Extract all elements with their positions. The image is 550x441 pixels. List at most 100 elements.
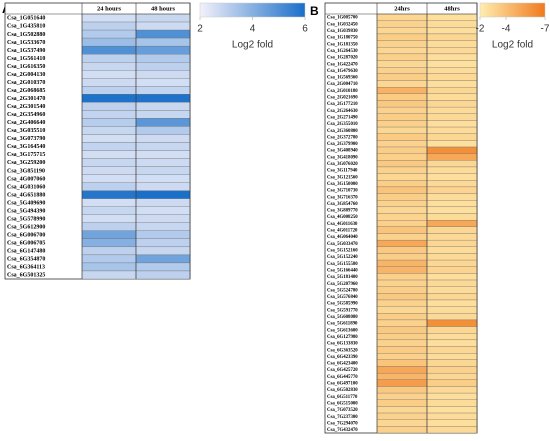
heat-cell <box>376 279 428 287</box>
row-label: Csa_5G524780 <box>327 288 358 293</box>
heat-cell <box>426 399 478 407</box>
heat-cell <box>81 45 137 55</box>
heat-cell <box>376 306 428 314</box>
heat-cell <box>376 93 428 101</box>
row-label: Csa_6G425720 <box>327 368 358 373</box>
heat-cell <box>426 226 478 234</box>
row-label: Csa_5G612900 <box>7 224 45 230</box>
heat-cell <box>135 206 191 215</box>
heat-cell <box>135 174 191 183</box>
row-label: Csa_1G181350 <box>327 42 358 47</box>
heat-cell <box>376 80 428 88</box>
heat-cell <box>376 193 428 201</box>
row-label: Csa_3G408940 <box>327 149 358 154</box>
row-label: Csa_5G494390 <box>7 208 45 214</box>
row-label: Csa_3G710730 <box>327 189 358 194</box>
heat-cell <box>376 140 428 148</box>
row-label: Csa_2G004130 <box>7 72 45 78</box>
heat-cell <box>426 259 478 267</box>
heat-cell <box>135 198 191 207</box>
row-label: Csa_1G264530 <box>327 49 358 54</box>
heat-cell <box>426 306 478 314</box>
row-label: Csa_3G418090 <box>327 155 358 160</box>
heat-cell <box>135 182 191 191</box>
heat-cell <box>135 45 191 55</box>
row-label: Csa_1G479630 <box>327 69 358 74</box>
heat-cell <box>426 87 478 94</box>
row-label: Csa_1G502880 <box>7 32 45 38</box>
heat-cell <box>376 40 428 48</box>
heat-cell <box>426 266 478 274</box>
heat-cell <box>135 13 191 23</box>
heat-cell <box>135 158 191 167</box>
heat-cell <box>376 13 428 21</box>
heat-cell <box>426 113 478 121</box>
heat-cell <box>135 238 191 248</box>
heat-cell <box>376 87 428 94</box>
heat-cell <box>81 54 137 63</box>
colorbar-tick-label: -7 <box>541 24 550 35</box>
heat-cell <box>81 174 137 183</box>
heat-cell <box>135 21 191 31</box>
heat-cell <box>426 293 478 301</box>
row-label: Csa_1G422470 <box>327 62 358 67</box>
colorbar-tick-label: 6 <box>302 24 308 35</box>
heat-cell <box>81 21 137 31</box>
heat-cell <box>376 173 428 181</box>
heat-cell <box>426 346 478 354</box>
heat-cell <box>376 319 428 327</box>
heat-cell <box>426 406 478 414</box>
row-label: Csa_2G271490 <box>327 115 358 120</box>
heat-cell <box>376 426 428 434</box>
heat-cell <box>426 126 478 134</box>
heat-cell <box>376 273 428 281</box>
heat-cell <box>376 326 428 334</box>
heat-cell <box>81 37 137 47</box>
heat-cell <box>376 313 428 321</box>
heat-cell <box>426 279 478 287</box>
colorbar <box>199 2 306 18</box>
row-label: Csa_3G073790 <box>7 136 45 142</box>
heat-cell <box>135 70 191 79</box>
heat-cell <box>81 62 137 71</box>
heat-cell <box>376 106 428 114</box>
row-label: Csa_5G166440 <box>327 268 358 273</box>
heat-cell <box>376 213 428 221</box>
heat-cell <box>81 270 137 280</box>
row-label: Csa_6G006705 <box>7 241 45 247</box>
row-label: Csa_6G445770 <box>327 375 358 380</box>
row-label: Csa_1G616350 <box>7 64 45 70</box>
heat-cell <box>376 20 428 28</box>
heat-cell <box>135 126 191 135</box>
heat-cell <box>426 180 478 188</box>
heat-cell <box>426 392 478 400</box>
row-label: Csa_3G175715 <box>7 152 45 158</box>
heat-cell <box>81 110 137 119</box>
heat-cell <box>426 146 478 154</box>
row-label: Csa_1G039830 <box>327 29 358 34</box>
row-label: Csa_2G406640 <box>7 120 45 126</box>
heat-cell <box>81 118 137 127</box>
heat-cell <box>81 86 137 95</box>
heat-cell <box>426 372 478 380</box>
row-label: Csa_5G591770 <box>327 308 358 313</box>
heat-cell <box>81 238 137 248</box>
heat-cell <box>376 412 428 420</box>
heat-cell <box>81 94 137 103</box>
heat-cell <box>81 142 137 151</box>
heat-cell <box>81 134 137 143</box>
heat-cell <box>376 372 428 380</box>
row-label: Csa_2G004710 <box>327 82 358 87</box>
row-label: Csa_2G360800 <box>327 129 358 134</box>
row-label: Csa_6G354870 <box>7 257 45 263</box>
heat-cell <box>376 220 428 227</box>
heat-cell <box>426 153 478 161</box>
heat-cell <box>426 220 478 227</box>
heat-cell <box>376 366 428 374</box>
heat-cell <box>376 186 428 194</box>
heat-cell <box>81 254 137 264</box>
heat-cell <box>81 182 137 191</box>
row-label: Csa_6G501325 <box>7 273 45 279</box>
heat-cell <box>426 246 478 254</box>
